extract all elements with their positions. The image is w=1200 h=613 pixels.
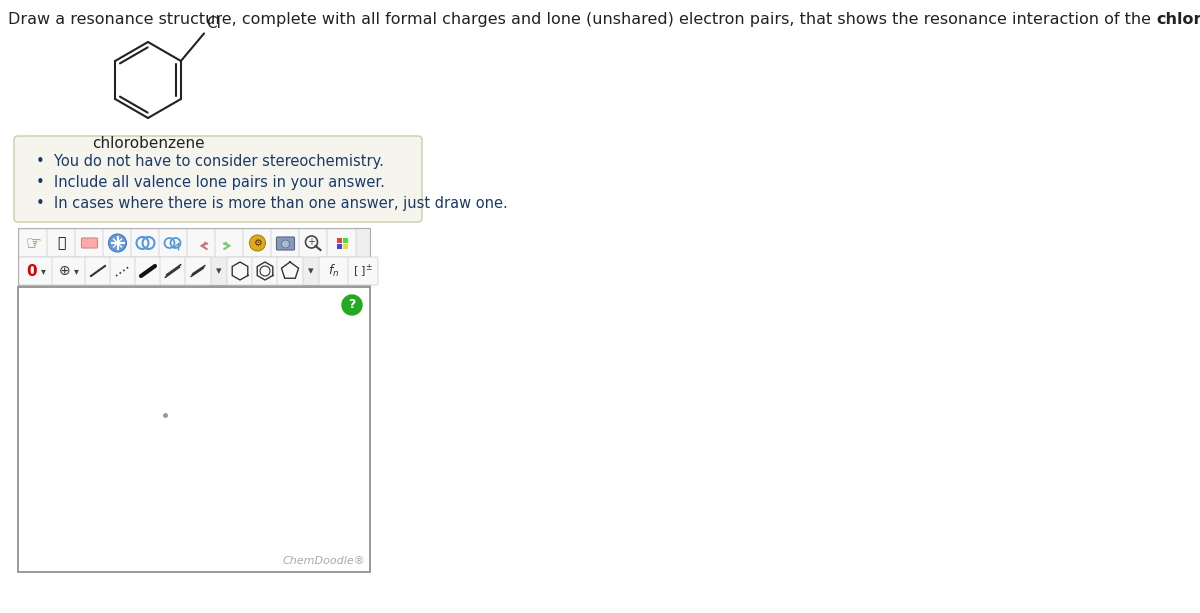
FancyBboxPatch shape [185, 257, 211, 285]
Text: Draw a resonance structure, complete with all formal charges and lone (unshared): Draw a resonance structure, complete wit… [8, 12, 1156, 27]
FancyBboxPatch shape [19, 257, 53, 285]
Text: •  You do not have to consider stereochemistry.: • You do not have to consider stereochem… [36, 154, 384, 169]
FancyBboxPatch shape [134, 257, 161, 285]
Bar [342, 238, 348, 243]
FancyBboxPatch shape [160, 257, 186, 285]
FancyBboxPatch shape [276, 237, 294, 250]
Text: [ ]$^{\pm}$: [ ]$^{\pm}$ [353, 262, 373, 280]
Text: +: + [307, 237, 316, 247]
FancyBboxPatch shape [227, 257, 253, 285]
FancyBboxPatch shape [348, 257, 378, 285]
Text: 0: 0 [26, 264, 37, 278]
FancyBboxPatch shape [103, 229, 132, 257]
Text: Cl: Cl [206, 17, 221, 31]
FancyBboxPatch shape [74, 229, 104, 257]
FancyBboxPatch shape [85, 257, 112, 285]
Text: chloro: chloro [1156, 12, 1200, 27]
Text: chlorobenzene: chlorobenzene [91, 136, 204, 151]
FancyBboxPatch shape [131, 229, 160, 257]
FancyBboxPatch shape [319, 257, 349, 285]
Circle shape [342, 295, 362, 315]
FancyBboxPatch shape [252, 257, 278, 285]
FancyBboxPatch shape [215, 229, 244, 257]
FancyBboxPatch shape [271, 229, 300, 257]
FancyBboxPatch shape [277, 257, 302, 285]
Bar [336, 244, 342, 249]
FancyBboxPatch shape [242, 229, 272, 257]
Text: •  In cases where there is more than one answer, just draw one.: • In cases where there is more than one … [36, 196, 508, 211]
Text: ⊕: ⊕ [59, 264, 71, 278]
FancyBboxPatch shape [82, 238, 97, 248]
FancyBboxPatch shape [110, 257, 136, 285]
Text: ▾: ▾ [216, 266, 222, 276]
Text: •  Include all valence lone pairs in your answer.: • Include all valence lone pairs in your… [36, 175, 385, 190]
Circle shape [282, 240, 289, 248]
Bar [18, 287, 370, 572]
Circle shape [250, 235, 265, 251]
FancyBboxPatch shape [47, 229, 76, 257]
Bar [336, 238, 342, 243]
Text: $\mathit{f}_{n}$: $\mathit{f}_{n}$ [329, 263, 340, 279]
Text: ⚙: ⚙ [253, 238, 262, 248]
Text: ▾: ▾ [308, 266, 314, 276]
Text: 🧴: 🧴 [58, 236, 66, 250]
FancyBboxPatch shape [14, 136, 422, 222]
FancyBboxPatch shape [187, 229, 216, 257]
FancyBboxPatch shape [299, 229, 328, 257]
Text: ☞: ☞ [25, 234, 42, 252]
Text: ?: ? [348, 299, 355, 311]
Bar [18, 228, 370, 285]
Circle shape [108, 234, 126, 252]
FancyBboxPatch shape [19, 229, 48, 257]
Text: ChemDoodle®: ChemDoodle® [282, 556, 365, 566]
Text: ▾: ▾ [41, 266, 46, 276]
FancyBboxPatch shape [158, 229, 188, 257]
Text: ▾: ▾ [73, 266, 78, 276]
Bar [342, 244, 348, 249]
FancyBboxPatch shape [52, 257, 86, 285]
FancyBboxPatch shape [326, 229, 356, 257]
